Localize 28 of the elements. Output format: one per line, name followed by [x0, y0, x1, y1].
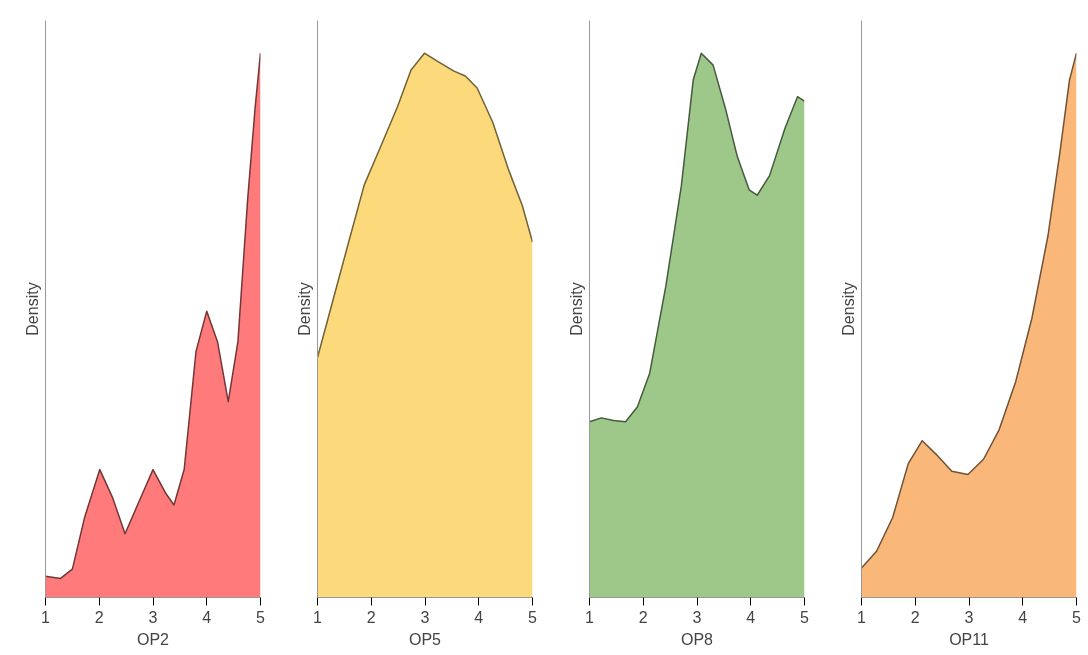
- x-axis-title: OP5: [408, 630, 442, 648]
- x-tick-label: 3: [692, 608, 702, 626]
- x-tick-label: 2: [94, 608, 104, 626]
- x-tick-label: 5: [1072, 608, 1082, 626]
- y-axis-title: Density: [839, 282, 857, 336]
- x-tick-label: 4: [1018, 608, 1028, 626]
- y-axis-title: Density: [295, 282, 313, 336]
- x-axis-title: OP2: [136, 630, 170, 648]
- x-tick-label: 2: [638, 608, 648, 626]
- x-tick-label: 2: [366, 608, 376, 626]
- x-axis-title: OP11: [949, 630, 989, 648]
- x-axis-title: OP8: [680, 630, 714, 648]
- x-tick-label: 5: [800, 608, 810, 626]
- x-tick-label: 5: [528, 608, 538, 626]
- x-tick-label: 4: [746, 608, 756, 626]
- x-tick-label: 3: [148, 608, 158, 626]
- x-tick-label: 4: [474, 608, 484, 626]
- x-tick-label: 3: [964, 608, 974, 626]
- x-tick-label: 1: [313, 608, 323, 626]
- x-tick-label: 4: [202, 608, 212, 626]
- y-axis-title: Density: [567, 282, 585, 336]
- x-tick-label: 5: [256, 608, 266, 626]
- x-tick-label: 1: [857, 608, 867, 626]
- x-tick-label: 1: [585, 608, 595, 626]
- y-axis-title: Density: [23, 282, 41, 336]
- x-tick-label: 1: [41, 608, 51, 626]
- x-tick-label: 3: [420, 608, 430, 626]
- x-tick-label: 2: [910, 608, 920, 626]
